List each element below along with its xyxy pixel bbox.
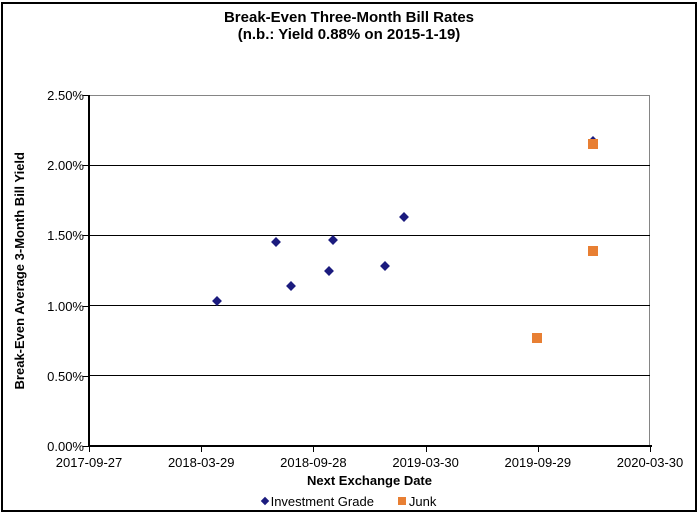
x-tick-label: 2018-03-29	[167, 455, 235, 470]
y-axis-line	[88, 95, 90, 447]
gridline	[89, 375, 650, 377]
chart-subtitle: (n.b.: Yield 0.88% on 2015-1-19)	[237, 26, 461, 43]
plot-area	[89, 95, 650, 446]
data-point-junk	[532, 332, 543, 343]
y-tick-label: 1.50%	[47, 228, 84, 244]
x-axis-tick	[537, 447, 539, 452]
y-axis-title-text: Break-Even Average 3-Month Bill Yield	[11, 151, 27, 390]
x-axis-line	[88, 445, 652, 447]
chart-title-block: Break-Even Three-Month Bill Rates (n.b.:…	[0, 9, 698, 43]
y-axis-tick	[83, 305, 88, 307]
x-tick-label: 2019-03-30	[392, 455, 459, 470]
data-point-junk	[587, 245, 598, 256]
y-axis-title: Break-Even Average 3-Month Bill Yield	[9, 95, 29, 446]
legend-item-junk: Junk	[397, 493, 437, 509]
y-axis-tick	[83, 375, 88, 377]
legend-label: Junk	[408, 493, 437, 509]
y-tick-label: 0.50%	[47, 368, 84, 384]
gridline	[89, 164, 650, 166]
y-axis-tick	[83, 446, 88, 447]
x-tick-label: 2019-09-29	[504, 455, 572, 470]
gridline	[89, 305, 650, 307]
diamond-icon	[260, 496, 269, 506]
legend: Investment Grade Junk	[0, 492, 698, 510]
gridline	[89, 234, 650, 236]
y-axis-tick	[83, 165, 88, 167]
y-tick-label: 1.00%	[47, 298, 84, 314]
x-axis-tick	[201, 447, 203, 452]
legend-item-investment-grade: Investment Grade	[260, 493, 374, 509]
x-tick-label: 2020-03-30	[616, 455, 684, 470]
chart-title: Break-Even Three-Month Bill Rates	[223, 9, 475, 26]
y-axis-tick	[83, 95, 88, 96]
legend-label: Investment Grade	[270, 493, 374, 509]
x-axis-tick	[650, 447, 651, 452]
x-axis-tick	[313, 447, 315, 452]
square-icon	[397, 497, 406, 505]
y-tick-label: 0.00%	[47, 439, 84, 454]
x-tick-label: 2018-09-28	[280, 455, 347, 470]
y-axis-tick	[83, 235, 88, 237]
y-tick-label: 2.50%	[47, 88, 84, 103]
x-axis-tick	[425, 447, 427, 452]
x-axis-tick	[89, 447, 90, 452]
data-point-junk	[587, 139, 598, 150]
y-tick-label: 2.00%	[47, 158, 84, 174]
x-axis-title: Next Exchange Date	[307, 473, 432, 488]
x-tick-label: 2017-09-27	[55, 455, 123, 470]
